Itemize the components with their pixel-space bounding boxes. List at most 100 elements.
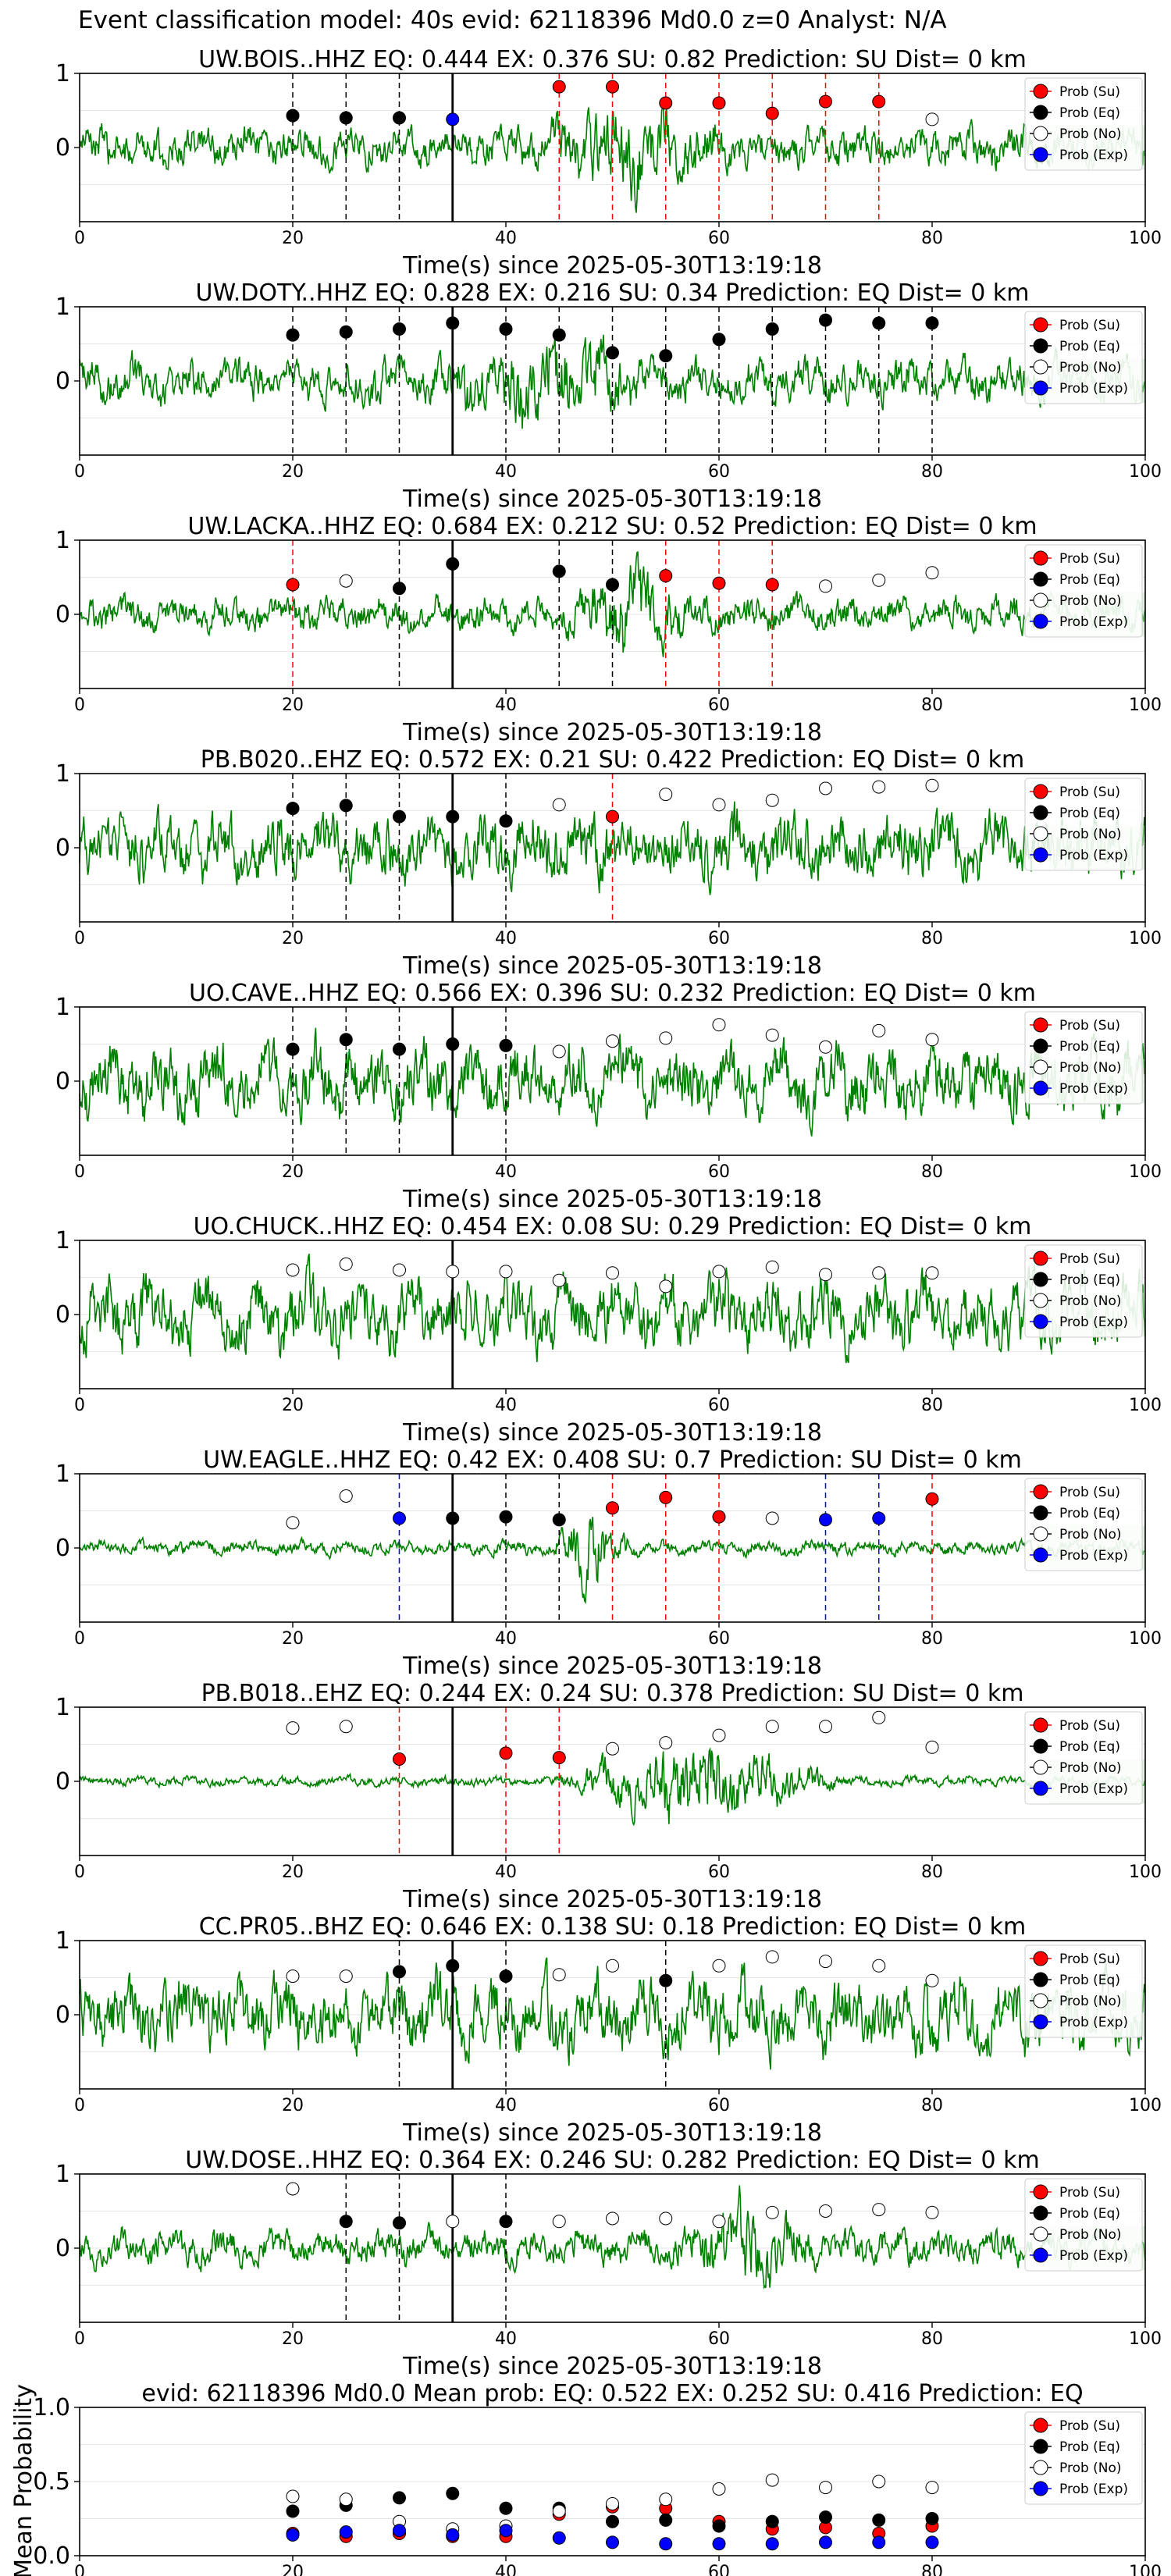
y-tick-label: 0 [55,1535,70,1562]
prob-point-no [659,1031,673,1045]
x-tick-label: 20 [282,1396,304,1415]
prob-point-eq [659,349,673,363]
legend-entry-eq: Prob (Eq) [1059,2439,1120,2455]
legend-marker-su [1033,1484,1048,1500]
legend-entry-exp: Prob (Exp) [1059,614,1128,630]
x-tick-label: 0 [74,2563,85,2576]
waveform-panel: UW.BOIS..HHZ EQ: 0.444 EX: 0.376 SU: 0.8… [55,46,1162,279]
legend-frame [1024,2178,1143,2272]
y-tick-label: 0 [55,1301,70,1329]
x-axis-label: Time(s) since 2025-05-30T13:19:18 [402,1653,822,1680]
x-tick-label: 40 [495,2329,517,2349]
prob-point-no [925,1033,939,1047]
x-tick-label: 100 [1129,1396,1162,1415]
prob-point-eq [393,1965,406,1979]
prob-point-su [606,809,619,824]
mean-point-exp [659,2537,673,2551]
legend-marker-su [1033,1017,1048,1033]
x-tick-label: 0 [74,2096,85,2115]
x-tick-label: 80 [921,2563,943,2576]
x-tick-label: 20 [282,2563,304,2576]
panel-title: UW.DOTY..HHZ EQ: 0.828 EX: 0.216 SU: 0.3… [196,279,1030,307]
legend-marker-exp [1033,847,1048,863]
prob-point-eq [659,1973,673,1987]
prob-point-no [446,2215,460,2229]
panel-title: evid: 62118396 Md0.0 Mean prob: EQ: 0.52… [141,2380,1083,2407]
legend-entry-eq: Prob (Eq) [1059,1739,1120,1755]
prob-point-no [712,1018,726,1032]
prob-point-eq [339,2215,353,2229]
y-tick-label: 0 [55,2001,70,2029]
prob-point-eq [712,333,726,347]
legend-marker-no [1033,2460,1048,2475]
mean-point-eq [393,2491,406,2505]
prob-point-no [606,1266,619,1280]
legend-marker-eq [1033,571,1048,587]
x-axis-label: Time(s) since 2025-05-30T13:19:18 [402,2353,822,2380]
legend-entry-eq: Prob (Eq) [1059,2206,1120,2222]
prob-point-no [286,1721,300,1735]
prob-point-eq [446,1511,460,1525]
legend-entry-su: Prob (Su) [1059,318,1120,333]
x-axis-label: Time(s) since 2025-05-30T13:19:18 [402,1186,822,1213]
mean-point-exp [712,2537,726,2551]
y-tick-label: 1 [55,994,70,1021]
mean-point-no [872,2475,886,2489]
x-tick-label: 20 [282,1863,304,1882]
legend-marker-eq [1033,2439,1048,2454]
prob-point-no [286,2182,300,2196]
legend: Prob (Su) Prob (Eq) Prob (No) Prob (Exp) [1024,1478,1143,1571]
waveform-trace [79,1253,1146,1364]
prob-point-su [765,106,779,120]
y-tick-label: 1 [55,294,70,321]
prob-point-su [286,578,300,592]
x-tick-label: 0 [74,229,85,248]
x-tick-label: 0 [74,696,85,715]
x-tick-label: 0 [74,929,85,948]
x-tick-label: 20 [282,462,304,482]
waveform-panel: CC.PR05..BHZ EQ: 0.646 EX: 0.138 SU: 0.1… [55,1913,1162,2147]
x-tick-label: 60 [708,696,730,715]
prob-point-eq [393,111,406,125]
x-tick-label: 60 [708,1863,730,1882]
legend-entry-exp: Prob (Exp) [1059,848,1128,863]
prob-point-no [819,1720,832,1734]
y-tick-label: 0 [55,834,70,862]
prob-point-eq [606,578,619,592]
mean-point-eq [286,2504,300,2518]
prob-point-no [552,798,566,812]
legend-marker-no [1033,1293,1048,1308]
y-tick-label: 1 [55,527,70,554]
y-tick-label: 0.5 [33,2468,70,2496]
prob-point-no [339,1969,353,1984]
legend-entry-su: Prob (Su) [1059,1952,1120,1967]
legend-frame [1024,777,1143,871]
legend-entry-no: Prob (No) [1059,1293,1122,1309]
legend-entry-no: Prob (No) [1059,126,1122,142]
prob-point-no [872,780,886,794]
legend-entry-exp: Prob (Exp) [1059,2015,1128,2030]
mean-point-no [659,2492,673,2507]
prob-point-no [659,1736,673,1750]
prob-point-eq [286,328,300,342]
prob-point-no [925,1740,939,1754]
waveform-panel: UW.LACKA..HHZ EQ: 0.684 EX: 0.212 SU: 0.… [55,513,1162,746]
prob-point-no [872,1023,886,1037]
legend: Prob (Su) Prob (Eq) Prob (No) Prob (Exp) [1024,311,1143,404]
x-tick-label: 40 [495,929,517,948]
x-tick-label: 40 [495,1162,517,1182]
legend-marker-eq [1033,1972,1048,1987]
prob-point-no [552,1044,566,1059]
x-tick-label: 20 [282,1629,304,1649]
prob-point-eq [925,316,939,330]
mean-point-eq [872,2513,886,2527]
prob-point-no [552,2215,566,2229]
mean-point-eq [446,2486,460,2500]
y-axis-label: Mean Probability [10,2384,37,2576]
x-tick-label: 80 [921,1863,943,1882]
legend-marker-su [1033,784,1048,799]
legend-frame [1024,1478,1143,1571]
x-tick-label: 40 [495,2096,517,2115]
prob-point-su [872,94,886,109]
x-tick-label: 20 [282,1162,304,1182]
